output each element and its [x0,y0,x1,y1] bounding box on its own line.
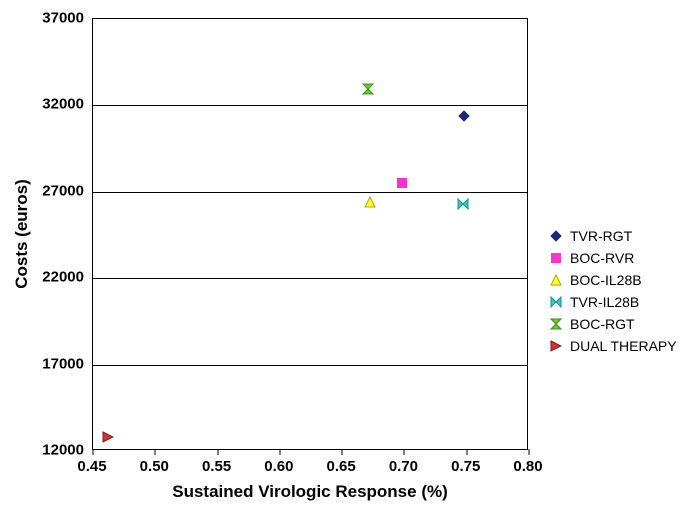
legend-label: BOC-RGT [570,316,635,332]
x-tick-mark [279,449,280,455]
x-tick-mark [342,449,343,455]
x-tick-label: 0.70 [389,458,418,475]
data-point-dual-therapy [102,430,114,448]
x-tick-mark [93,449,94,455]
scatter-chart: Costs (euros) Sustained Virologic Respon… [0,0,685,513]
x-tick-label: 0.45 [77,458,106,475]
y-tick-label: 27000 [32,182,84,199]
x-tick-mark [217,449,218,455]
data-point-tvr-rgt [458,109,470,127]
data-point-tvr-il28b [457,197,469,215]
y-tick-label: 17000 [32,355,84,372]
gridline [93,192,527,193]
y-tick-label: 22000 [32,269,84,286]
hourglass-icon [548,316,564,332]
x-tick-label: 0.80 [513,458,542,475]
triangle-r-icon [548,338,564,354]
x-tick-label: 0.75 [451,458,480,475]
legend-item: BOC-RVR [548,250,677,266]
gridline [93,365,527,366]
x-tick-label: 0.50 [140,458,169,475]
data-point-boc-il28b [364,195,376,213]
gridline [93,105,527,106]
diamond-icon [548,228,564,244]
x-tick-label: 0.55 [202,458,231,475]
y-tick-label: 12000 [32,442,84,459]
x-tick-mark [466,449,467,455]
x-tick-mark [404,449,405,455]
x-tick-label: 0.60 [264,458,293,475]
legend-item: BOC-RGT [548,316,677,332]
x-axis-title: Sustained Virologic Response (%) [172,482,448,502]
data-point-boc-rgt [362,82,374,100]
y-tick-label: 32000 [32,96,84,113]
legend-label: DUAL THERAPY [570,338,677,354]
x-tick-mark [529,449,530,455]
legend-label: TVR-RGT [570,228,632,244]
square-icon [548,250,564,266]
gridline [93,278,527,279]
legend: TVR-RGT BOC-RVR BOC-IL28B TVR-IL28B BOC-RG… [548,228,677,360]
legend-label: TVR-IL28B [570,294,639,310]
y-tick-label: 37000 [32,10,84,27]
legend-label: BOC-RVR [570,250,634,266]
legend-item: TVR-IL28B [548,294,677,310]
bowtie-icon [548,294,564,310]
legend-item: BOC-IL28B [548,272,677,288]
x-tick-label: 0.65 [327,458,356,475]
y-axis-title: Costs (euros) [12,179,32,289]
x-tick-mark [155,449,156,455]
legend-item: TVR-RGT [548,228,677,244]
plot-area [92,18,528,450]
triangle-icon [548,272,564,288]
legend-label: BOC-IL28B [570,272,642,288]
legend-item: DUAL THERAPY [548,338,677,354]
